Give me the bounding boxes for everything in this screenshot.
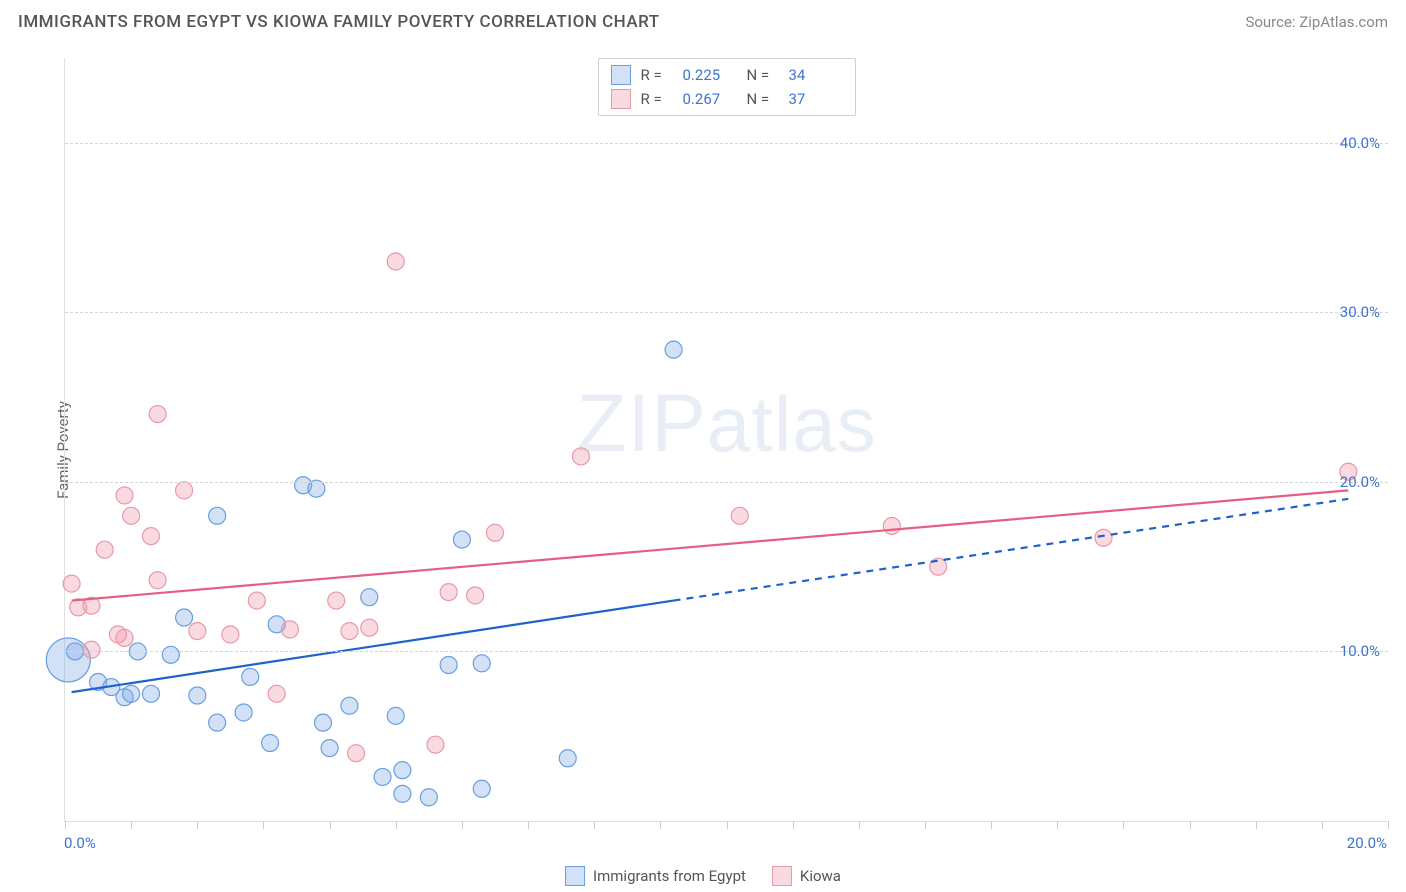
data-point xyxy=(209,507,226,524)
data-point xyxy=(731,507,748,524)
y-tick-label: 10.0% xyxy=(1340,642,1380,660)
data-point xyxy=(453,531,470,548)
trend-line xyxy=(72,601,674,693)
data-point xyxy=(209,714,226,731)
data-point xyxy=(341,623,358,640)
legend-stats: R = 0.225 N = 34 R = 0.267 N = 37 xyxy=(598,58,856,116)
data-point xyxy=(473,780,490,797)
data-point xyxy=(189,623,206,640)
data-point xyxy=(572,448,589,465)
data-point xyxy=(486,524,503,541)
data-point xyxy=(883,517,900,534)
data-point xyxy=(348,745,365,762)
trend-line-dashed xyxy=(674,499,1349,601)
data-point xyxy=(176,482,193,499)
gridline xyxy=(65,482,1388,483)
data-point xyxy=(387,707,404,724)
data-point xyxy=(262,735,279,752)
legend-swatch-pink xyxy=(611,89,631,109)
legend-item: Kiowa xyxy=(772,866,841,886)
x-tick-mark xyxy=(1388,821,1389,829)
y-tick-label: 20.0% xyxy=(1340,473,1380,491)
x-axis-ticks: 0.0% 20.0% xyxy=(64,826,1388,852)
data-point xyxy=(314,714,331,731)
data-point xyxy=(176,609,193,626)
y-tick-label: 40.0% xyxy=(1340,134,1380,152)
legend-stats-row: R = 0.267 N = 37 xyxy=(611,87,843,111)
source-link[interactable]: ZipAtlas.com xyxy=(1299,13,1388,31)
plot-region: ZIPatlas R = 0.225 N = 34 R = 0.267 N = … xyxy=(64,58,1388,822)
data-point xyxy=(162,646,179,663)
source-label: Source: ZipAtlas.com xyxy=(1245,13,1388,31)
data-point xyxy=(142,685,159,702)
data-point xyxy=(420,789,437,806)
data-point xyxy=(374,768,391,785)
data-point xyxy=(387,253,404,270)
gridline xyxy=(65,312,1388,313)
data-point xyxy=(116,487,133,504)
x-tick-label: 0.0% xyxy=(64,834,96,852)
data-point xyxy=(328,592,345,609)
gridline xyxy=(65,143,1388,144)
plot-svg xyxy=(65,58,1388,821)
legend-swatch-blue xyxy=(565,866,585,886)
legend-stats-row: R = 0.225 N = 34 xyxy=(611,63,843,87)
data-point xyxy=(394,762,411,779)
chart-title: IMMIGRANTS FROM EGYPT VS KIOWA FAMILY PO… xyxy=(18,12,660,32)
data-point xyxy=(427,736,444,753)
data-point xyxy=(142,528,159,545)
chart-area: Family Poverty ZIPatlas R = 0.225 N = 34… xyxy=(18,48,1388,852)
data-point xyxy=(123,685,140,702)
data-point xyxy=(46,638,90,682)
data-point xyxy=(1095,529,1112,546)
data-point xyxy=(341,697,358,714)
y-tick-label: 30.0% xyxy=(1340,303,1380,321)
data-point xyxy=(248,592,265,609)
data-point xyxy=(321,740,338,757)
data-point xyxy=(467,587,484,604)
data-point xyxy=(149,572,166,589)
data-point xyxy=(96,541,113,558)
data-point xyxy=(123,507,140,524)
chart-header: IMMIGRANTS FROM EGYPT VS KIOWA FAMILY PO… xyxy=(0,0,1406,40)
data-point xyxy=(473,655,490,672)
legend-swatch-blue xyxy=(611,65,631,85)
data-point xyxy=(242,668,259,685)
data-point xyxy=(394,785,411,802)
data-point xyxy=(83,641,100,658)
data-point xyxy=(440,657,457,674)
data-point xyxy=(222,626,239,643)
data-point xyxy=(665,341,682,358)
x-tick-label: 20.0% xyxy=(1347,834,1387,852)
gridline xyxy=(65,651,1388,652)
legend-series: Immigrants from Egypt Kiowa xyxy=(565,866,841,886)
data-point xyxy=(189,687,206,704)
data-point xyxy=(235,704,252,721)
data-point xyxy=(559,750,576,767)
data-point xyxy=(361,589,378,606)
data-point xyxy=(440,584,457,601)
data-point xyxy=(268,685,285,702)
data-point xyxy=(149,406,166,423)
data-point xyxy=(116,629,133,646)
data-point xyxy=(281,621,298,638)
data-point xyxy=(361,619,378,636)
legend-swatch-pink xyxy=(772,866,792,886)
data-point xyxy=(63,575,80,592)
trend-line xyxy=(72,490,1349,600)
legend-item: Immigrants from Egypt xyxy=(565,866,746,886)
